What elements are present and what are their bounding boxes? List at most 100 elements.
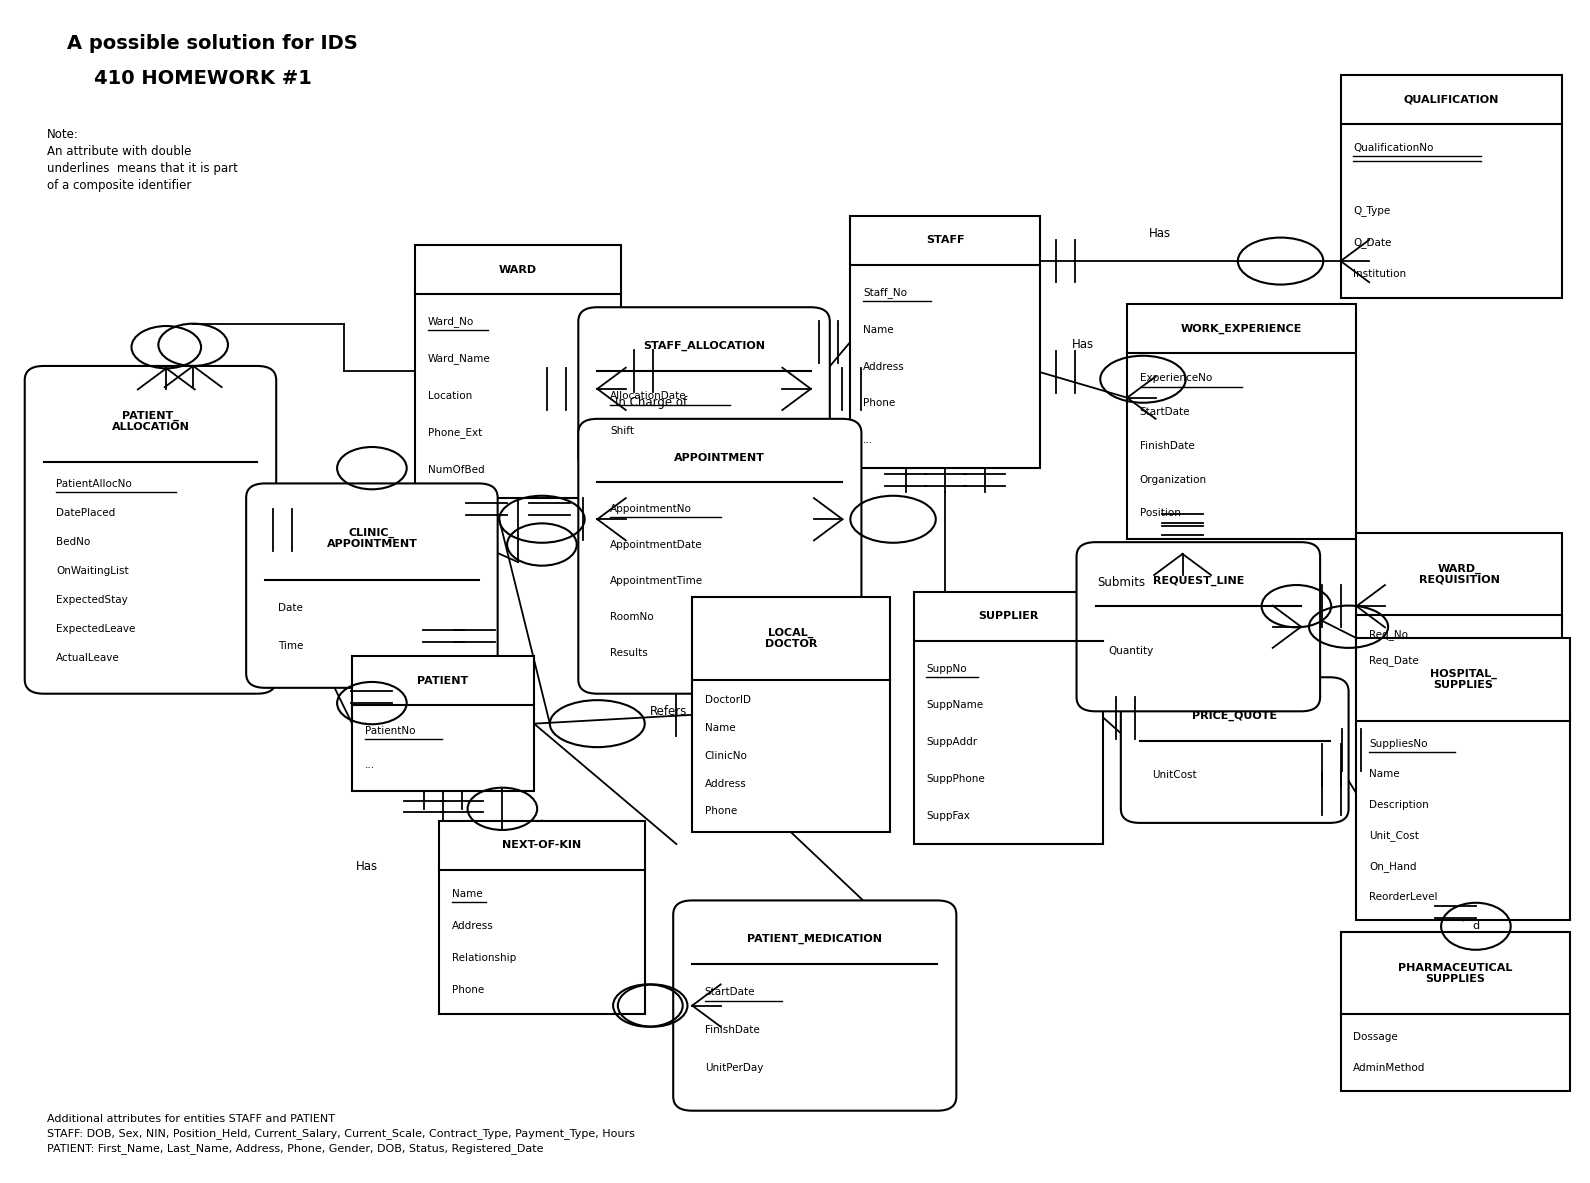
FancyBboxPatch shape [1076,542,1320,711]
Text: CLINIC_
APPOINTMENT: CLINIC_ APPOINTMENT [326,528,417,549]
Text: PHARMACEUTICAL
SUPPLIES: PHARMACEUTICAL SUPPLIES [1398,963,1512,984]
Text: FinishDate: FinishDate [1140,441,1194,451]
FancyBboxPatch shape [673,900,956,1111]
Text: SUPPLIER: SUPPLIER [978,612,1038,621]
Text: d: d [1472,922,1479,931]
Text: SuppNo: SuppNo [927,664,967,673]
Text: Description: Description [1369,800,1429,810]
Text: Phone: Phone [452,985,483,995]
Text: Q_Date: Q_Date [1353,237,1391,248]
Text: Q_Type: Q_Type [1353,206,1391,216]
Text: PRICE_QUOTE: PRICE_QUOTE [1192,711,1277,722]
Text: Location: Location [428,390,472,401]
Text: QUALIFICATION: QUALIFICATION [1404,95,1499,104]
Text: ClinicNo: ClinicNo [704,751,747,761]
Text: LOCAL_
DOCTOR: LOCAL_ DOCTOR [765,628,817,649]
Text: PatientNo: PatientNo [364,726,415,736]
Text: BedNo: BedNo [56,537,91,547]
Bar [851,215,1040,468]
Text: Time: Time [278,640,304,651]
Text: Note:
An attribute with double
underlines  means that it is part
of a composite : Note: An attribute with double underline… [46,128,238,192]
Text: ...: ... [364,761,375,770]
FancyBboxPatch shape [579,308,830,471]
Text: SuppPhone: SuppPhone [927,775,986,784]
Text: Address: Address [452,922,493,931]
Bar [1127,304,1356,538]
Text: PATIENT_MEDICATION: PATIENT_MEDICATION [747,935,882,944]
Bar [914,592,1103,843]
Text: SuppliesNo: SuppliesNo [1369,738,1428,749]
Text: SuppAddr: SuppAddr [927,737,978,748]
Text: On_Hand: On_Hand [1369,861,1417,872]
Text: NEXT-OF-KIN: NEXT-OF-KIN [502,840,582,851]
Text: WARD_
REQUISITION: WARD_ REQUISITION [1418,563,1499,584]
Text: WARD: WARD [499,265,537,274]
Text: Position: Position [1140,509,1181,518]
Text: Institution: Institution [1353,269,1407,279]
Text: Name: Name [452,888,482,899]
Bar [1340,932,1569,1091]
Bar [1340,75,1561,298]
Text: PATIENT: PATIENT [418,675,469,686]
Text: Address: Address [704,778,747,789]
Text: Submits: Submits [1097,576,1145,589]
Text: StartDate: StartDate [1140,407,1191,418]
Bar [415,245,622,498]
Text: Date: Date [278,603,302,613]
Text: ActualLeave: ActualLeave [56,653,121,662]
Text: Address: Address [863,362,905,371]
Text: A possible solution for IDS: A possible solution for IDS [67,33,358,52]
Text: AppointmentDate: AppointmentDate [611,541,703,550]
Text: Dossage: Dossage [1353,1033,1398,1042]
Text: REQUEST_LINE: REQUEST_LINE [1153,576,1243,586]
Text: Shift: Shift [611,426,634,435]
Bar [1356,639,1569,920]
Text: AppointmentNo: AppointmentNo [611,504,692,515]
Text: ExpectedLeave: ExpectedLeave [56,623,135,634]
Text: PatientAllocNo: PatientAllocNo [56,479,132,489]
Text: UnitCost: UnitCost [1153,770,1197,780]
Text: OnWaitingList: OnWaitingList [56,565,129,576]
Text: Has: Has [1072,338,1094,351]
Text: Has: Has [356,860,378,873]
Text: HOSPITAL_
SUPPLIES: HOSPITAL_ SUPPLIES [1429,670,1496,690]
Text: Name: Name [1369,769,1399,780]
Text: Phone_Ext: Phone_Ext [428,427,482,439]
Text: SuppFax: SuppFax [927,812,970,821]
Text: Refers: Refers [650,705,687,718]
Text: AppointmentTime: AppointmentTime [611,576,703,586]
Bar [439,821,644,1014]
Text: ReorderLevel: ReorderLevel [1369,892,1437,903]
Text: StartDate: StartDate [704,988,755,997]
Text: 410 HOMEWORK #1: 410 HOMEWORK #1 [67,69,312,88]
Text: UnitPerDay: UnitPerDay [704,1064,763,1073]
Text: STAFF_ALLOCATION: STAFF_ALLOCATION [642,341,765,351]
Text: FinishDate: FinishDate [704,1026,760,1035]
Text: AllocationDate: AllocationDate [611,392,687,401]
Bar [692,597,890,833]
FancyBboxPatch shape [25,366,277,693]
Text: Phone: Phone [704,807,738,816]
FancyBboxPatch shape [579,419,862,693]
Text: Unit_Cost: Unit_Cost [1369,830,1418,841]
Text: Req_No: Req_No [1369,629,1409,640]
Bar [1356,532,1561,679]
Text: NumOfBed: NumOfBed [428,465,485,474]
Text: RoomNo: RoomNo [611,612,653,622]
Text: Relationship: Relationship [452,953,517,963]
Text: AdminMethod: AdminMethod [1353,1062,1426,1073]
Text: Req_Date: Req_Date [1369,654,1418,666]
Text: ExperienceNo: ExperienceNo [1140,374,1212,383]
FancyBboxPatch shape [1121,677,1348,823]
Text: QualificationNo: QualificationNo [1353,143,1434,153]
Text: PATIENT_
ALLOCATION: PATIENT_ ALLOCATION [111,411,189,432]
Text: ...: ... [863,435,873,446]
Bar [351,657,534,791]
FancyBboxPatch shape [246,484,498,687]
Text: In Charge of: In Charge of [615,396,687,409]
Text: Name: Name [863,324,894,335]
Text: Ward_Name: Ward_Name [428,354,491,364]
Text: Staff_No: Staff_No [863,287,906,298]
Text: Organization: Organization [1140,474,1207,485]
Text: ExpectedStay: ExpectedStay [56,595,129,605]
